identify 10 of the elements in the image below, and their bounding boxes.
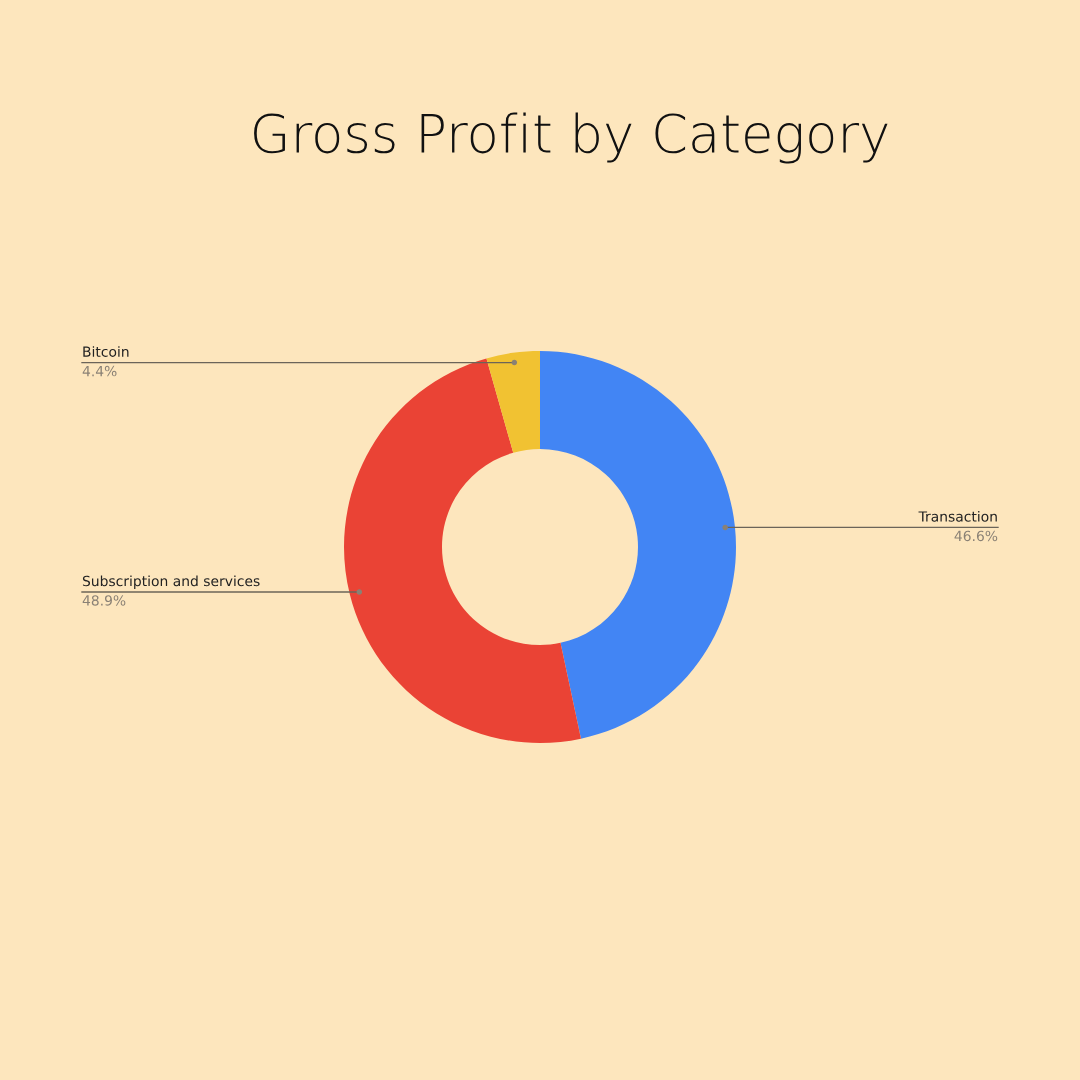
data-label: 4.4%	[82, 365, 117, 377]
data-label: 48.9%	[82, 595, 126, 606]
slice-label: Bitcoin	[83, 346, 129, 357]
donut-slice	[344, 358, 581, 743]
donut-slice	[540, 351, 736, 739]
donut-slice	[486, 351, 540, 453]
slice-label: Transaction	[918, 510, 997, 522]
data-label: 46.6%	[954, 530, 998, 542]
slice-label: Subscription and services	[82, 575, 260, 589]
chart-title: Gross Profit by Category	[254, 112, 888, 164]
